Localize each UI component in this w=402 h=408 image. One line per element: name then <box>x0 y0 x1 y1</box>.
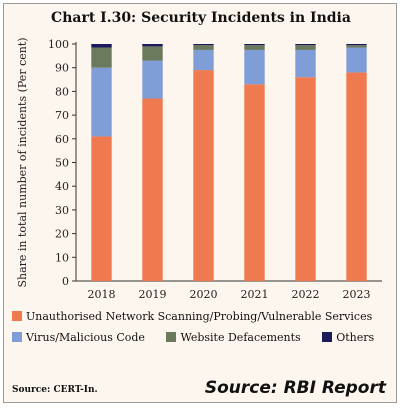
source-watermark: Source: RBI Report <box>205 378 386 398</box>
legend-item-virus: Virus/Malicious Code <box>12 331 145 344</box>
legend-label-defacements: Website Defacements <box>180 331 300 344</box>
y-tick-label: 0 <box>62 275 69 288</box>
bar-segment-2022-series-0 <box>295 77 315 281</box>
bar-segment-2018-series-0 <box>91 136 111 281</box>
y-tick-label: 70 <box>55 109 69 122</box>
legend-swatch-virus <box>12 332 22 342</box>
y-tick-label: 50 <box>55 157 69 170</box>
legend-label-others: Others <box>336 331 374 344</box>
bar-segment-2020-series-3 <box>193 44 213 45</box>
bar-segment-2020-series-1 <box>193 50 213 70</box>
source-note: Source: CERT-In. <box>12 385 98 395</box>
x-tick-label: 2018 <box>88 288 116 301</box>
bar-segment-2019-series-2 <box>142 46 162 60</box>
x-tick-label: 2019 <box>139 288 167 301</box>
y-tick-label: 40 <box>55 180 69 193</box>
bar-segment-2023-series-0 <box>346 72 366 281</box>
legend-label-scanning: Unauthorised Network Scanning/Probing/Vu… <box>26 310 372 323</box>
bar-segment-2018-series-1 <box>91 68 111 137</box>
bar-segment-2023-series-3 <box>346 44 366 45</box>
bar-segment-2019-series-3 <box>142 44 162 46</box>
bar-segment-2018-series-3 <box>91 44 111 48</box>
y-tick-label: 60 <box>55 133 69 146</box>
y-axis-label: Share in total number of incidents (Per … <box>16 37 29 287</box>
y-tick-label: 80 <box>55 85 69 98</box>
legend-swatch-defacements <box>166 332 176 342</box>
bar-segment-2020-series-0 <box>193 70 213 281</box>
legend-row-1: Unauthorised Network Scanning/Probing/Vu… <box>12 310 390 323</box>
bar-segment-2019-series-0 <box>142 99 162 281</box>
legend-item-scanning: Unauthorised Network Scanning/Probing/Vu… <box>12 310 372 323</box>
legend-row-2: Virus/Malicious Code Website Defacements… <box>12 331 392 344</box>
bar-segment-2021-series-3 <box>244 44 264 45</box>
legend-swatch-others <box>322 332 332 342</box>
legend-label-virus: Virus/Malicious Code <box>26 331 145 344</box>
bar-segment-2022-series-2 <box>295 45 315 50</box>
bar-segment-2022-series-1 <box>295 50 315 77</box>
y-tick-label: 20 <box>55 228 69 241</box>
bar-segment-2020-series-2 <box>193 45 213 50</box>
bar-segment-2019-series-1 <box>142 61 162 99</box>
bar-segment-2022-series-3 <box>295 44 315 45</box>
y-tick-label: 10 <box>55 251 69 264</box>
legend-item-others: Others <box>322 331 374 344</box>
legend-swatch-scanning <box>12 311 22 321</box>
y-tick-label: 90 <box>55 62 69 75</box>
stacked-bar-chart: 0 10 20 30 40 50 60 70 80 90 100 Share in total num… <box>4 4 398 334</box>
x-tick-label: 2021 <box>241 288 269 301</box>
y-tick-label: 30 <box>55 204 69 217</box>
bar-segment-2023-series-1 <box>346 48 366 73</box>
bar-segment-2023-series-2 <box>346 45 366 47</box>
bar-segment-2021-series-1 <box>244 50 264 84</box>
x-tick-label: 2022 <box>292 288 320 301</box>
bar-segment-2021-series-2 <box>244 45 264 50</box>
x-tick-label: 2023 <box>343 288 371 301</box>
legend-item-defacements: Website Defacements <box>166 331 300 344</box>
bar-segment-2018-series-2 <box>91 48 111 68</box>
chart-frame: Chart I.30: Security Incidents in India … <box>3 3 397 403</box>
bar-segment-2021-series-0 <box>244 84 264 281</box>
y-tick-label: 100 <box>48 38 69 51</box>
x-tick-label: 2020 <box>190 288 218 301</box>
